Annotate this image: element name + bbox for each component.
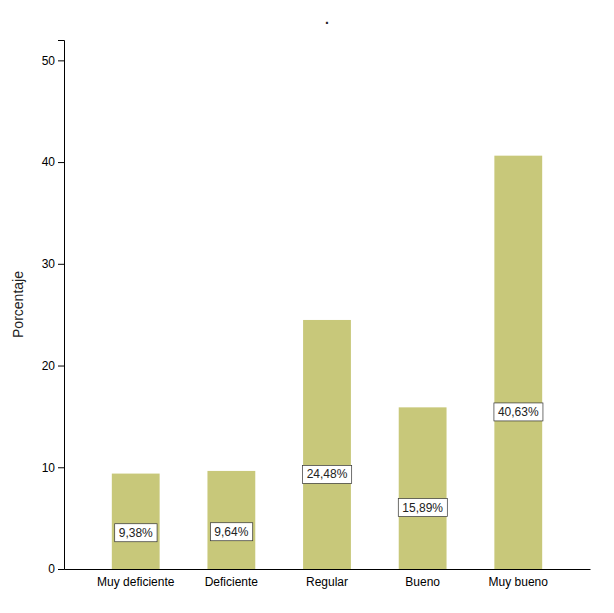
tick-mark [58, 569, 64, 570]
title: . [325, 11, 329, 27]
bar [399, 407, 447, 569]
y-tick: 30 [42, 257, 64, 271]
axis-line [58, 41, 65, 570]
bar [303, 320, 351, 569]
tick-label: Bueno [405, 575, 440, 589]
data-label: 9,64% [210, 523, 252, 541]
y-tick: 20 [42, 359, 64, 373]
y-axis-title: Porcentaje [10, 271, 26, 338]
axis-line [65, 569, 591, 570]
plot: 0 10 20 30 40 50 Muy deficiente Deficiente Regul… [42, 41, 591, 589]
tick-label: 50 [42, 54, 56, 68]
tick-label: Muy deficiente [97, 575, 175, 589]
data-label-text: 40,63% [498, 405, 539, 419]
data-label-text: 9,64% [214, 525, 248, 539]
data-label-text: 9,38% [119, 526, 153, 540]
tick-mark [58, 366, 64, 367]
y-axis: 0 10 20 30 40 50 [42, 41, 65, 577]
tick-label: 40 [42, 155, 56, 169]
data-label: 15,89% [398, 499, 447, 517]
tick-label: Regular [306, 575, 348, 589]
data-label-text: 24,48% [307, 467, 348, 481]
bar [207, 471, 255, 569]
bar [494, 156, 542, 569]
y-tick: 40 [42, 155, 64, 169]
x-tick: Regular [306, 575, 348, 589]
y-tick: 0 [48, 562, 64, 576]
tick-label: 10 [42, 461, 56, 475]
x-axis: Muy deficiente Deficiente Regular Bueno Muy … [65, 570, 591, 589]
y-tick: 50 [42, 54, 64, 68]
tick-mark [58, 264, 64, 265]
data-label: 24,48% [303, 465, 352, 483]
tick-mark [58, 162, 64, 163]
chart: 0 10 20 30 40 50 Muy deficiente Deficiente Regul… [0, 0, 614, 613]
x-tick: Muy bueno [489, 575, 549, 589]
tick-label: Muy bueno [489, 575, 549, 589]
bar [112, 474, 160, 569]
tick-label: 0 [48, 562, 55, 576]
tick-label: Deficiente [205, 575, 259, 589]
data-label-box [398, 499, 447, 517]
data-label-text: 15,89% [402, 501, 443, 515]
tick-mark [58, 467, 64, 468]
x-tick: Bueno [405, 575, 440, 589]
data-label-box [115, 524, 157, 542]
data-label-box [210, 523, 252, 541]
data-labels: 9,38% 9,64% 24,48% 15,89% 40,63% [115, 403, 543, 542]
x-tick: Deficiente [205, 575, 259, 589]
x-tick: Muy deficiente [97, 575, 175, 589]
tick-label: 30 [42, 257, 56, 271]
data-label: 9,38% [115, 524, 157, 542]
tick-mark [58, 60, 64, 61]
tick-label: 20 [42, 359, 56, 373]
bars [112, 156, 542, 569]
y-tick: 10 [42, 461, 64, 475]
data-label: 40,63% [494, 403, 543, 421]
data-label-box [303, 465, 352, 483]
data-label-box [494, 403, 543, 421]
